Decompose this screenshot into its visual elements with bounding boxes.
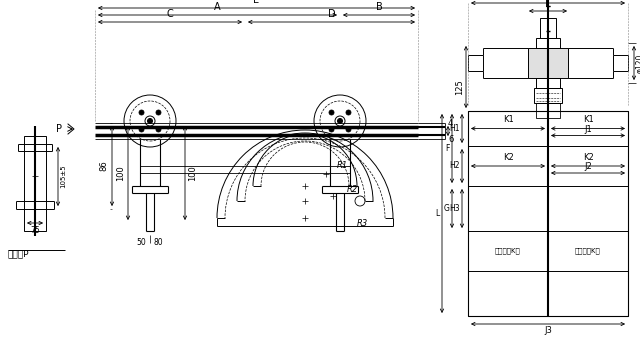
Text: F: F <box>445 144 450 153</box>
Text: R1: R1 <box>337 162 348 170</box>
Text: 50: 50 <box>136 238 146 247</box>
Text: C: C <box>166 9 173 19</box>
Circle shape <box>147 119 152 123</box>
Text: J2: J2 <box>584 162 592 171</box>
Text: J1: J1 <box>584 124 592 133</box>
Text: K1: K1 <box>502 116 513 124</box>
Text: 100: 100 <box>188 165 197 181</box>
Circle shape <box>145 116 155 126</box>
Text: K2: K2 <box>502 153 513 162</box>
Circle shape <box>329 127 334 132</box>
Bar <box>468 111 628 316</box>
Text: 105±5: 105±5 <box>60 165 66 188</box>
Text: 125: 125 <box>455 79 464 95</box>
Bar <box>528 48 568 78</box>
Circle shape <box>156 127 161 132</box>
Text: 有効寸法K３: 有効寸法K３ <box>575 248 601 254</box>
Bar <box>540 18 556 38</box>
Circle shape <box>139 127 144 132</box>
Text: G: G <box>444 204 450 213</box>
Text: J3: J3 <box>544 326 552 335</box>
Text: H3: H3 <box>449 204 460 213</box>
Text: 100: 100 <box>116 165 125 181</box>
Circle shape <box>346 127 351 132</box>
Text: D: D <box>328 9 335 19</box>
Text: R3: R3 <box>357 219 368 227</box>
Text: P: P <box>56 124 62 134</box>
Text: 矢視　P: 矢視 P <box>8 249 29 258</box>
Text: A: A <box>214 2 221 12</box>
Bar <box>536 78 560 88</box>
Circle shape <box>337 119 342 123</box>
Bar <box>24 136 46 231</box>
Bar <box>536 103 560 118</box>
Text: R2: R2 <box>347 184 358 193</box>
Text: 80: 80 <box>154 238 164 247</box>
Text: K1: K1 <box>582 116 593 124</box>
Bar <box>536 38 560 48</box>
Circle shape <box>329 110 334 115</box>
Bar <box>534 88 562 103</box>
Circle shape <box>156 110 161 115</box>
Text: 75: 75 <box>30 226 40 235</box>
Text: E: E <box>253 0 260 5</box>
Text: M: M <box>544 0 552 1</box>
Text: K2: K2 <box>582 153 593 162</box>
Circle shape <box>346 110 351 115</box>
Text: 6: 6 <box>448 134 453 144</box>
Text: H2: H2 <box>449 162 460 170</box>
Text: 有効寸法K３: 有効寸法K３ <box>495 248 521 254</box>
Circle shape <box>335 116 345 126</box>
Text: L: L <box>545 0 551 9</box>
Circle shape <box>139 110 144 115</box>
Text: φ120: φ120 <box>636 53 640 73</box>
Text: B: B <box>376 2 382 12</box>
Text: 86: 86 <box>99 161 108 172</box>
Text: L: L <box>436 209 440 218</box>
Text: 4: 4 <box>448 119 453 128</box>
Text: H1: H1 <box>449 124 460 133</box>
